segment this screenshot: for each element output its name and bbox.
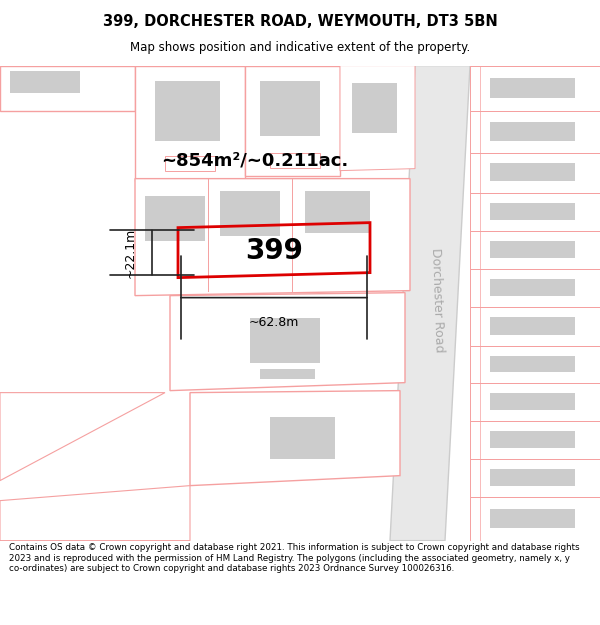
Text: Contains OS data © Crown copyright and database right 2021. This information is : Contains OS data © Crown copyright and d… [9,543,580,573]
Bar [305,191,370,232]
Text: Dorchester Road: Dorchester Road [428,248,445,353]
Bar [250,318,320,362]
Polygon shape [470,66,600,111]
Bar [490,317,575,335]
Text: 399, DORCHESTER ROAD, WEYMOUTH, DT3 5BN: 399, DORCHESTER ROAD, WEYMOUTH, DT3 5BN [103,14,497,29]
Text: ~22.1m: ~22.1m [124,228,137,278]
Bar [490,78,575,98]
Polygon shape [470,346,600,382]
Polygon shape [470,459,600,497]
Polygon shape [470,269,600,307]
Bar [490,356,575,372]
Text: Map shows position and indicative extent of the property.: Map shows position and indicative extent… [130,41,470,54]
Bar [490,163,575,181]
Bar [490,279,575,296]
Polygon shape [470,192,600,231]
Text: ~854m²/~0.211ac.: ~854m²/~0.211ac. [161,152,349,169]
Polygon shape [470,152,600,192]
Bar [490,509,575,528]
Bar [490,241,575,258]
Polygon shape [0,66,135,111]
Polygon shape [0,392,165,481]
Bar [490,203,575,220]
Bar [270,417,335,459]
Polygon shape [170,292,405,391]
Bar [352,82,397,132]
Polygon shape [470,421,600,459]
Bar [145,196,205,241]
Text: ~62.8m: ~62.8m [249,316,299,329]
Polygon shape [470,307,600,346]
Bar [220,191,280,236]
Polygon shape [190,391,400,486]
Text: 399: 399 [245,237,303,264]
Bar [165,156,215,171]
Bar [490,431,575,448]
Bar [10,71,80,92]
Bar [490,122,575,141]
Polygon shape [470,497,600,541]
Polygon shape [470,231,600,269]
Bar [155,81,220,141]
Polygon shape [470,382,600,421]
Polygon shape [340,66,415,171]
Polygon shape [470,111,600,152]
Bar [260,81,320,136]
Polygon shape [245,66,340,176]
Bar [490,469,575,486]
Bar [490,393,575,410]
Polygon shape [135,66,245,181]
Polygon shape [390,66,470,541]
Polygon shape [0,486,190,541]
Polygon shape [135,179,410,296]
Bar [260,369,315,379]
Bar [270,152,320,168]
